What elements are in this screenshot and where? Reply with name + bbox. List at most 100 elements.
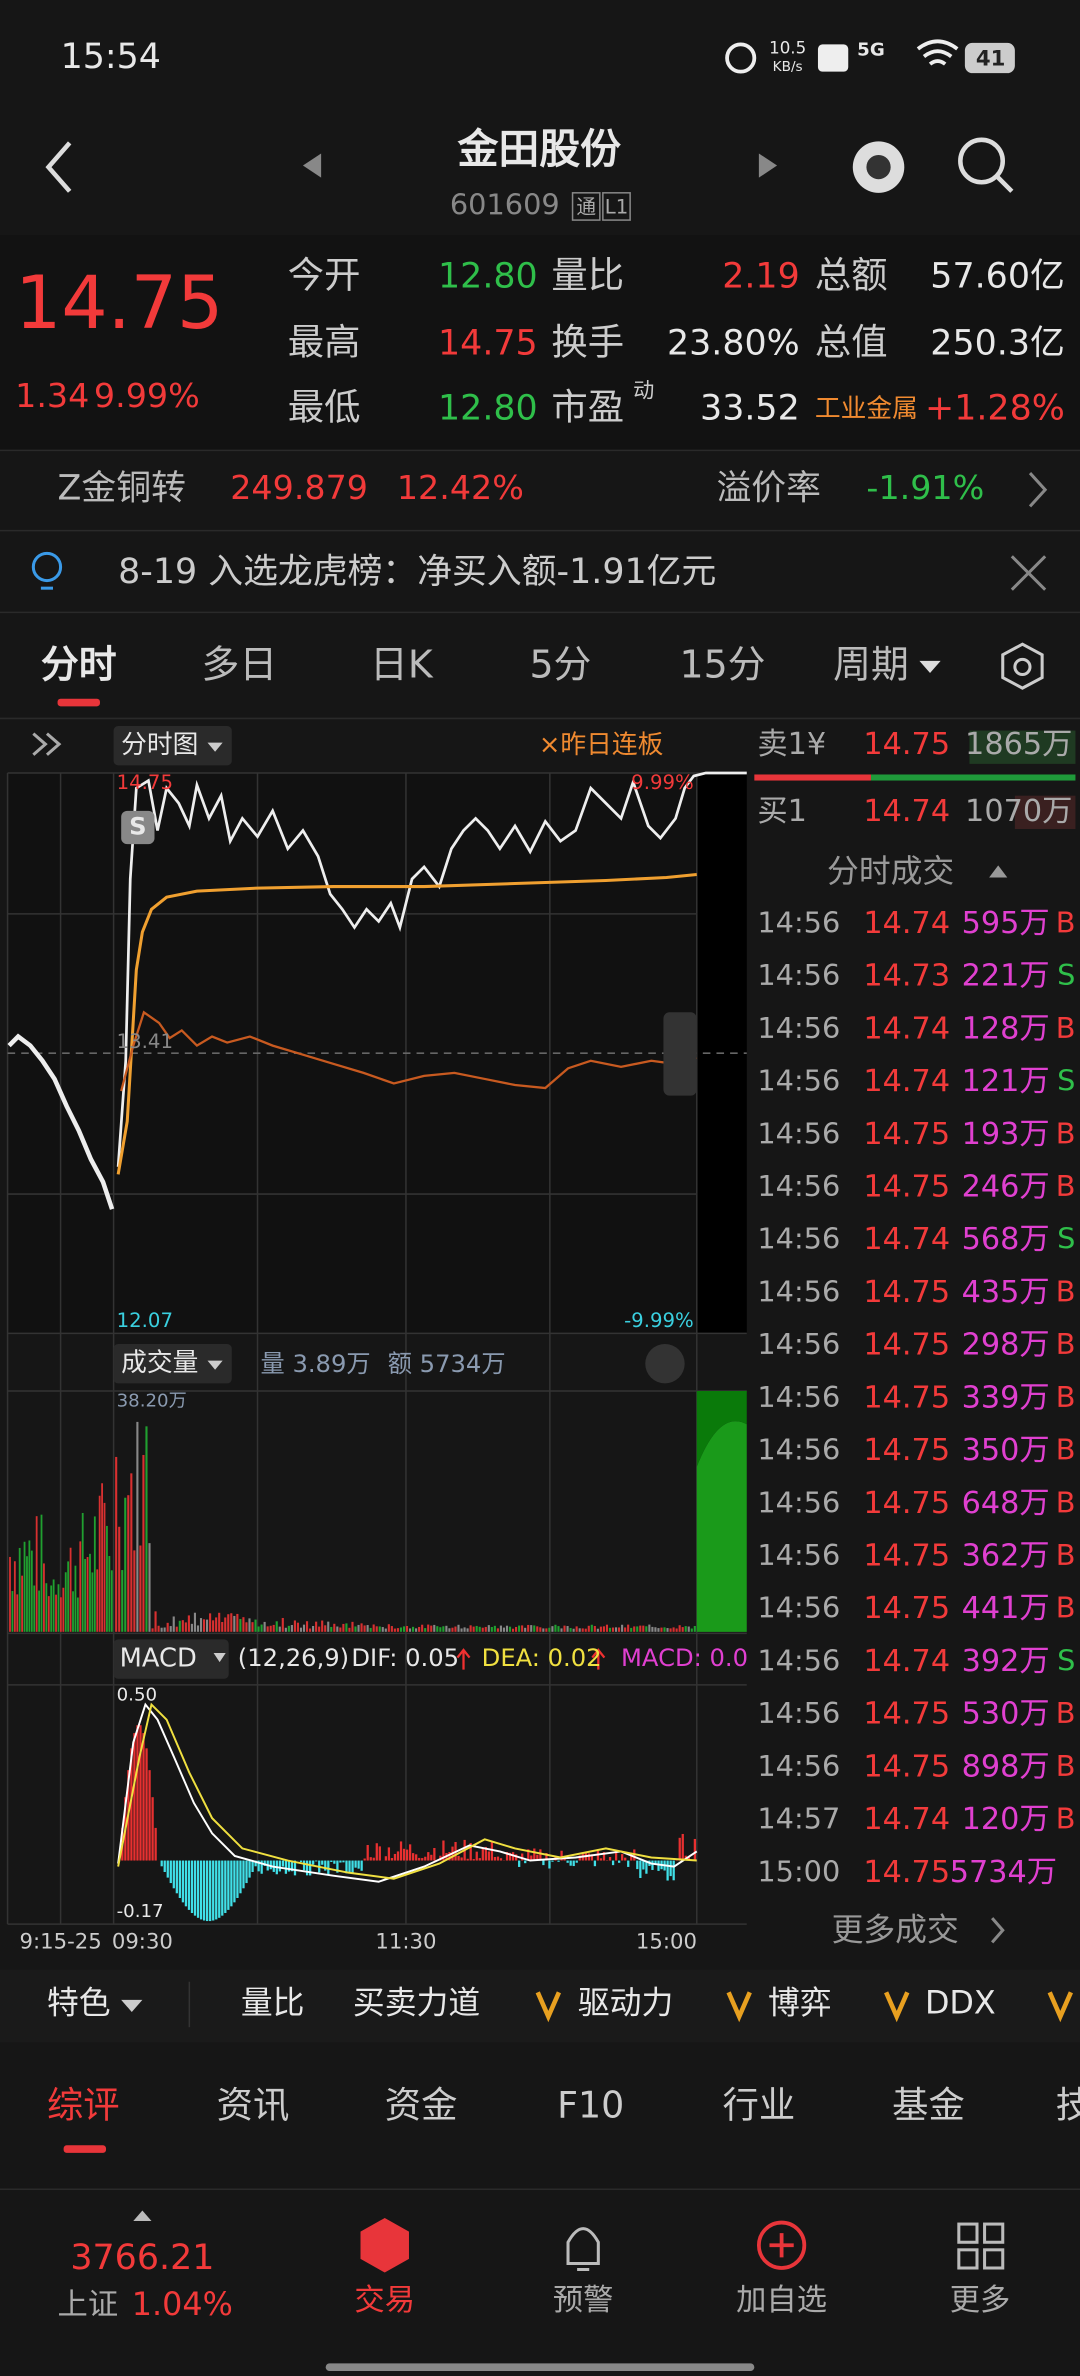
volume-bar (648, 1624, 651, 1632)
macd-bar (390, 1857, 394, 1861)
info-tab[interactable]: 资讯 (217, 2083, 290, 2126)
volume-bar (563, 1625, 566, 1632)
chart-tab[interactable]: 5分 (529, 642, 591, 686)
next-stock[interactable] (758, 153, 778, 178)
macd-bar (348, 1860, 351, 1873)
expand-button[interactable] (645, 1344, 685, 1384)
volume-title: 成交量 (121, 1348, 198, 1378)
chart-tab[interactable]: 15分 (680, 642, 766, 686)
nav-item[interactable]: 加自选 (736, 2283, 827, 2318)
indicator-tab[interactable]: 特色 (47, 1984, 111, 2021)
collapse-button[interactable] (32, 732, 62, 756)
info-tab[interactable]: 综评 (47, 2083, 120, 2126)
indicator-tab[interactable]: 驱动力 (578, 1984, 673, 2021)
volume-bar (421, 1624, 424, 1632)
field-label: 最低 (288, 385, 361, 428)
add-plus (769, 2233, 794, 2258)
volume-bar (245, 1622, 248, 1632)
volume-bar (630, 1627, 633, 1632)
trade-side: S (1057, 1643, 1075, 1677)
macd-bar (587, 1853, 590, 1861)
chart-tab[interactable]: 日K (370, 642, 434, 686)
info-tab[interactable]: 行业 (723, 2083, 796, 2126)
trade-icon[interactable] (360, 2218, 409, 2273)
indicator-tab[interactable]: DDX (925, 1984, 996, 2021)
macd-bar (593, 1860, 597, 1867)
info-tab[interactable]: 基金 (892, 2083, 965, 2126)
back-button[interactable] (45, 141, 72, 193)
settings-button[interactable] (1001, 642, 1044, 690)
field-label: 今开 (288, 254, 361, 297)
volume-bar (321, 1620, 324, 1632)
add-icon[interactable] (756, 2220, 807, 2270)
trade-volume: 120万 (962, 1802, 1050, 1837)
more-trades[interactable]: 更多成交 (832, 1912, 959, 1949)
macd-bar (321, 1860, 324, 1865)
indicator-tab[interactable]: 买卖力道 (353, 1984, 480, 2021)
trade-price: 14.75 (863, 1433, 950, 1468)
volume-bar (530, 1625, 533, 1632)
macd-bar (415, 1854, 418, 1861)
macd-bar (224, 1860, 227, 1914)
macd-selector[interactable] (113, 1639, 229, 1679)
volume-bar (508, 1626, 512, 1632)
alert-icon[interactable] (566, 2227, 600, 2272)
macd-bar (248, 1860, 251, 1878)
volume-bar (415, 1628, 418, 1632)
macd-bar (302, 1860, 306, 1871)
macd-bar (172, 1860, 175, 1889)
v-icon (535, 1991, 562, 2023)
trade-volume: 362万 (962, 1538, 1050, 1573)
close-notice[interactable] (1010, 555, 1047, 591)
indicator-tab[interactable]: 量比 (241, 1984, 305, 2021)
volume-bar (475, 1625, 478, 1632)
trade-side: S (1057, 1222, 1075, 1256)
volume-bar (484, 1626, 487, 1632)
search-button[interactable] (958, 137, 1006, 185)
nav-item[interactable]: 预警 (553, 2283, 614, 2318)
volume-bar (436, 1626, 439, 1632)
field-label: 工业金属 (815, 394, 918, 424)
volume-bar (602, 1626, 605, 1632)
indicator-tab[interactable]: 博弈 (768, 1984, 832, 2021)
volume-bar (224, 1617, 227, 1632)
volume-bar (418, 1626, 421, 1632)
volume-bar (566, 1626, 569, 1632)
volume-bar (62, 1587, 65, 1632)
macd-bar (536, 1854, 539, 1861)
chart-tab[interactable]: 周期 (833, 642, 909, 686)
field-label: 最高 (288, 320, 361, 363)
macd-bar (327, 1860, 330, 1875)
axis-label: 13.41 (117, 1030, 173, 1053)
index-value[interactable]: 3766.21 (70, 2238, 214, 2278)
nav-item[interactable]: 更多 (950, 2283, 1011, 2318)
chart-tab[interactable]: 分时 (41, 642, 117, 686)
chart-tab[interactable]: 多日 (201, 642, 277, 686)
info-tab[interactable]: 资金 (385, 2083, 458, 2126)
volume-bar (23, 1541, 26, 1632)
notice[interactable]: 8-19 入选龙虎榜：净买入额-1.91亿元 (118, 552, 716, 592)
trade-side: B (1056, 1538, 1076, 1572)
trade-volume: 221万 (962, 959, 1050, 994)
scroll-handle[interactable] (663, 1012, 697, 1096)
nav-item[interactable]: 交易 (354, 2283, 415, 2318)
dif-line (117, 1702, 698, 1883)
info-tab[interactable]: F10 (557, 2083, 624, 2126)
volume-bar (154, 1611, 157, 1632)
volume-bar (50, 1585, 53, 1632)
volume-bar (363, 1625, 366, 1632)
volume-bar (354, 1626, 357, 1632)
volume-selector[interactable] (113, 1344, 232, 1384)
bond-arrow[interactable] (1028, 472, 1048, 508)
macd-bar (227, 1860, 230, 1910)
volume-bar (72, 1591, 74, 1632)
prev-stock[interactable] (302, 153, 322, 178)
more-icon[interactable] (957, 2222, 1005, 2270)
info-tab[interactable]: 技 (1056, 2083, 1080, 2126)
volume-bar (639, 1625, 642, 1632)
stock-name: 金田股份 (456, 125, 621, 173)
volume-bar (142, 1454, 145, 1632)
volume-bar (227, 1614, 230, 1632)
change: 1.34 (15, 376, 89, 415)
mode-selector[interactable] (113, 726, 232, 766)
